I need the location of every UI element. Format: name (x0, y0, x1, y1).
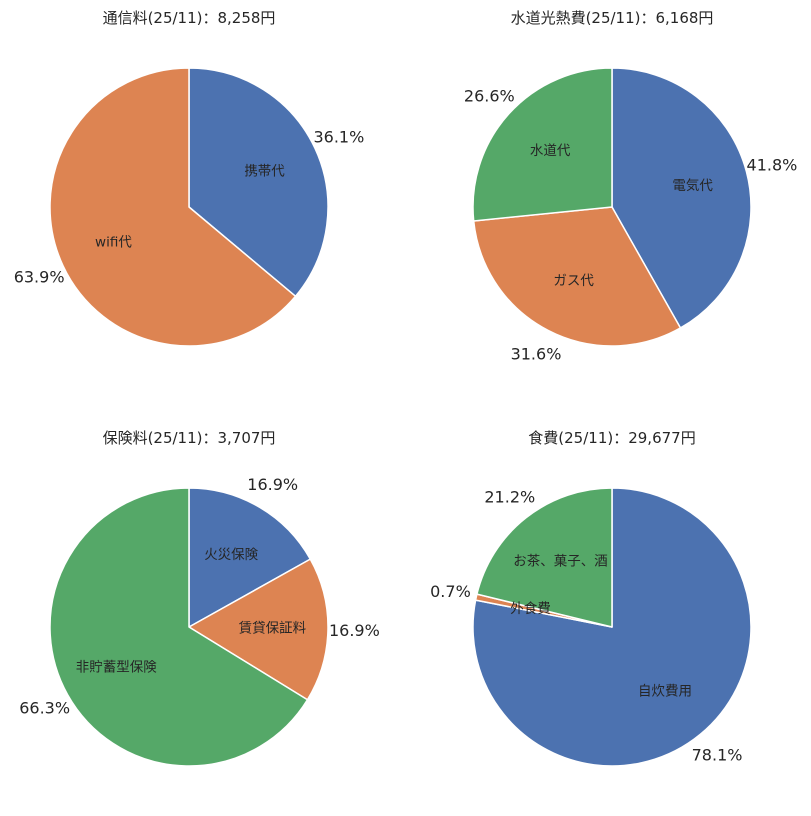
pie-wedges (472, 67, 752, 347)
pie-chart-utilities: 水道光熱費(25/11)：6,168円 電気代 41.8% ガス代 31.6% 水道代 2… (464, 9, 797, 363)
pie-slice (472, 206, 682, 347)
slice-label: 電気代 (672, 178, 713, 194)
pie-slices: 火災保険 16.9% 賃貸保証料 16.9% 非貯蓄型保険 66.3% (19, 475, 380, 767)
pie-wedges (49, 487, 329, 767)
slice-label: お茶、菓子、酒 (513, 553, 608, 569)
slice-label: 携帯代 (244, 164, 285, 180)
pie-labels: 自炊費用 78.1% 外食費 0.7% お茶、菓子、酒 21.2% (430, 487, 742, 764)
slice-percent-label: 41.8% (747, 155, 798, 174)
slice-percent-label: 63.9% (14, 267, 65, 286)
slice-percent-label: 78.1% (692, 745, 743, 764)
pie-labels: 火災保険 16.9% 賃貸保証料 16.9% 非貯蓄型保険 66.3% (19, 475, 380, 717)
pie-chart-food: 食費(25/11)：29,677円 自炊費用 78.1% 外食費 0.7% お茶、菓子、… (430, 429, 752, 767)
pie-slice (611, 67, 752, 329)
slice-label: ガス代 (553, 273, 594, 289)
slice-label: 外食費 (510, 600, 551, 617)
slice-label: 自炊費用 (638, 683, 692, 699)
pie-wedges (472, 487, 752, 767)
pie-chart-communication: 通信料(25/11)：8,258円 携帯代 36.1% wifi代 63.9% (14, 9, 365, 347)
pie-slice (472, 487, 752, 767)
pie-slices: 携帯代 36.1% wifi代 63.9% (14, 67, 365, 347)
pie-wedges (49, 67, 329, 347)
pie-slice (188, 67, 329, 298)
pie-slice (188, 558, 329, 701)
chart-title: 通信料(25/11)：8,258円 (103, 9, 276, 27)
slice-percent-label: 66.3% (19, 698, 70, 717)
slice-percent-label: 16.9% (329, 621, 380, 640)
slice-percent-label: 31.6% (511, 344, 562, 363)
pie-slice (188, 487, 312, 628)
pie-chart-insurance: 保険料(25/11)：3,707円 火災保険 16.9% 賃貸保証料 16.9% 非貯蓄… (19, 429, 380, 767)
slice-label: 水道代 (530, 143, 571, 159)
slice-percent-label: 21.2% (484, 487, 535, 506)
pie-slices: 電気代 41.8% ガス代 31.6% 水道代 26.6% (464, 67, 797, 364)
slice-percent-label: 36.1% (313, 128, 364, 147)
pie-slice (476, 487, 613, 628)
pie-slice (472, 67, 613, 222)
slice-percent-label: 0.7% (430, 582, 471, 601)
slice-label: 非貯蓄型保険 (76, 660, 157, 676)
slice-percent-label: 16.9% (247, 475, 298, 494)
pie-slices: 自炊費用 78.1% 外食費 0.7% お茶、菓子、酒 21.2% (430, 487, 752, 767)
pie-slice (49, 67, 297, 347)
chart-title: 保険料(25/11)：3,707円 (103, 429, 276, 447)
slice-label: wifi代 (95, 234, 132, 250)
chart-title: 水道光熱費(25/11)：6,168円 (511, 9, 714, 27)
chart-title: 食費(25/11)：29,677円 (528, 429, 695, 447)
pie-labels: 携帯代 36.1% wifi代 63.9% (14, 128, 365, 287)
slice-label: 火災保険 (204, 547, 258, 563)
slice-label: 賃貸保証料 (239, 621, 307, 637)
slice-percent-label: 26.6% (464, 87, 515, 106)
pie-slice (49, 487, 309, 767)
pie-labels: 電気代 41.8% ガス代 31.6% 水道代 26.6% (464, 87, 797, 364)
